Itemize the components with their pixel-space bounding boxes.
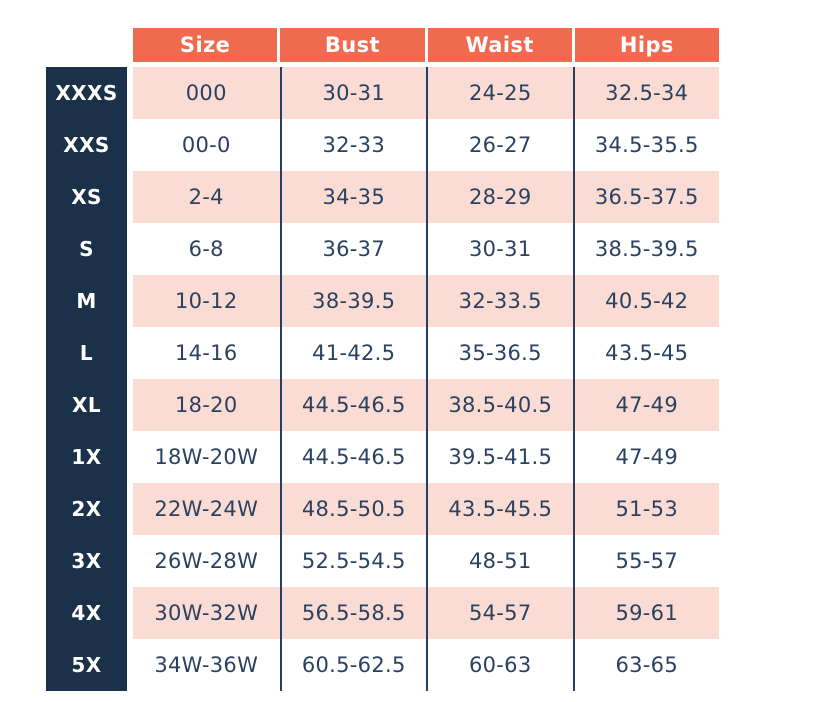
table-row: 26W-28W 52.5-54.5 48-51 55-57 xyxy=(133,535,719,587)
row-label-l: L xyxy=(79,341,94,365)
column-header-hips: Hips xyxy=(574,28,719,62)
row-label-s: S xyxy=(79,237,94,261)
cell-waist: 54-57 xyxy=(426,587,573,639)
row-label-1x: 1X xyxy=(71,445,102,469)
cell-hips: 51-53 xyxy=(572,483,720,535)
cell-size: 18W-20W xyxy=(154,445,259,469)
table-row: 10-12 38-39.5 32-33.5 40.5-42 xyxy=(133,275,719,327)
cell-waist: 43.5-45.5 xyxy=(426,483,573,535)
cell-hips: 55-57 xyxy=(572,535,720,587)
cell-hips: 36.5-37.5 xyxy=(572,171,720,223)
cell-bust: 30-31 xyxy=(279,67,427,119)
table-row: 18-20 44.5-46.5 38.5-40.5 47-49 xyxy=(133,379,719,431)
row-label-2x: 2X xyxy=(71,497,102,521)
cell-bust: 34-35 xyxy=(279,171,427,223)
cell-hips: 47-49 xyxy=(572,431,720,483)
table-row: 30W-32W 56.5-58.5 54-57 59-61 xyxy=(133,587,719,639)
cell-hips: 34.5-35.5 xyxy=(572,119,720,171)
cell-waist: 38.5-40.5 xyxy=(426,379,573,431)
cell-bust: 32-33 xyxy=(279,119,427,171)
cell-hips: 63-65 xyxy=(572,639,720,691)
table-body: 000 30-31 24-25 32.5-34 00-0 32-33 26-27 34.5-3… xyxy=(133,67,719,691)
column-header-waist: Waist xyxy=(427,28,572,62)
cell-waist: 24-25 xyxy=(426,67,573,119)
cell-bust: 44.5-46.5 xyxy=(279,431,427,483)
table-row: 6-8 36-37 30-31 38.5-39.5 xyxy=(133,223,719,275)
table-row: 18W-20W 44.5-46.5 39.5-41.5 47-49 xyxy=(133,431,719,483)
cell-size: 26W-28W xyxy=(154,549,259,573)
cell-waist: 32-33.5 xyxy=(426,275,573,327)
table-row: 000 30-31 24-25 32.5-34 xyxy=(133,67,719,119)
cell-size: 000 xyxy=(185,81,227,105)
cell-hips: 43.5-45 xyxy=(572,327,720,379)
cell-hips: 32.5-34 xyxy=(572,67,720,119)
column-header-size: Size xyxy=(133,28,278,62)
row-label-xs: XS xyxy=(71,185,102,209)
cell-hips: 40.5-42 xyxy=(572,275,720,327)
row-label-5x: 5X xyxy=(71,653,102,677)
row-label-xl: XL xyxy=(72,393,101,417)
cell-size: 10-12 xyxy=(174,289,238,313)
cell-hips: 38.5-39.5 xyxy=(572,223,720,275)
cell-size: 14-16 xyxy=(174,341,238,365)
cell-size: 22W-24W xyxy=(154,497,259,521)
cell-waist: 28-29 xyxy=(426,171,573,223)
cell-bust: 44.5-46.5 xyxy=(279,379,427,431)
table-row: 14-16 41-42.5 35-36.5 43.5-45 xyxy=(133,327,719,379)
cell-size: 34W-36W xyxy=(154,653,259,677)
cell-bust: 52.5-54.5 xyxy=(279,535,427,587)
cell-size: 2-4 xyxy=(188,185,224,209)
cell-bust: 56.5-58.5 xyxy=(279,587,427,639)
row-label-m: M xyxy=(76,289,97,313)
table-row: 2-4 34-35 28-29 36.5-37.5 xyxy=(133,171,719,223)
cell-size: 30W-32W xyxy=(154,601,259,625)
cell-waist: 30-31 xyxy=(426,223,573,275)
cell-waist: 60-63 xyxy=(426,639,573,691)
table-header-row: Size Bust Waist Hips xyxy=(133,28,719,62)
cell-hips: 59-61 xyxy=(572,587,720,639)
row-label-4x: 4X xyxy=(71,601,102,625)
row-label-xxxs: XXXS xyxy=(55,81,118,105)
cell-waist: 26-27 xyxy=(426,119,573,171)
cell-size: 6-8 xyxy=(188,237,224,261)
cell-waist: 39.5-41.5 xyxy=(426,431,573,483)
cell-bust: 60.5-62.5 xyxy=(279,639,427,691)
cell-bust: 48.5-50.5 xyxy=(279,483,427,535)
column-header-bust: Bust xyxy=(280,28,425,62)
cell-waist: 48-51 xyxy=(426,535,573,587)
cell-hips: 47-49 xyxy=(572,379,720,431)
cell-bust: 36-37 xyxy=(279,223,427,275)
cell-waist: 35-36.5 xyxy=(426,327,573,379)
table-row: 00-0 32-33 26-27 34.5-35.5 xyxy=(133,119,719,171)
row-label-3x: 3X xyxy=(71,549,102,573)
row-label-xxs: XXS xyxy=(63,133,110,157)
size-label-column: XXXS XXS XS S M L XL 1X 2X 3X 4X 5X xyxy=(46,67,127,691)
table-row: 22W-24W 48.5-50.5 43.5-45.5 51-53 xyxy=(133,483,719,535)
cell-bust: 41-42.5 xyxy=(279,327,427,379)
cell-bust: 38-39.5 xyxy=(279,275,427,327)
cell-size: 00-0 xyxy=(181,133,231,157)
cell-size: 18-20 xyxy=(174,393,238,417)
table-row: 34W-36W 60.5-62.5 60-63 63-65 xyxy=(133,639,719,691)
